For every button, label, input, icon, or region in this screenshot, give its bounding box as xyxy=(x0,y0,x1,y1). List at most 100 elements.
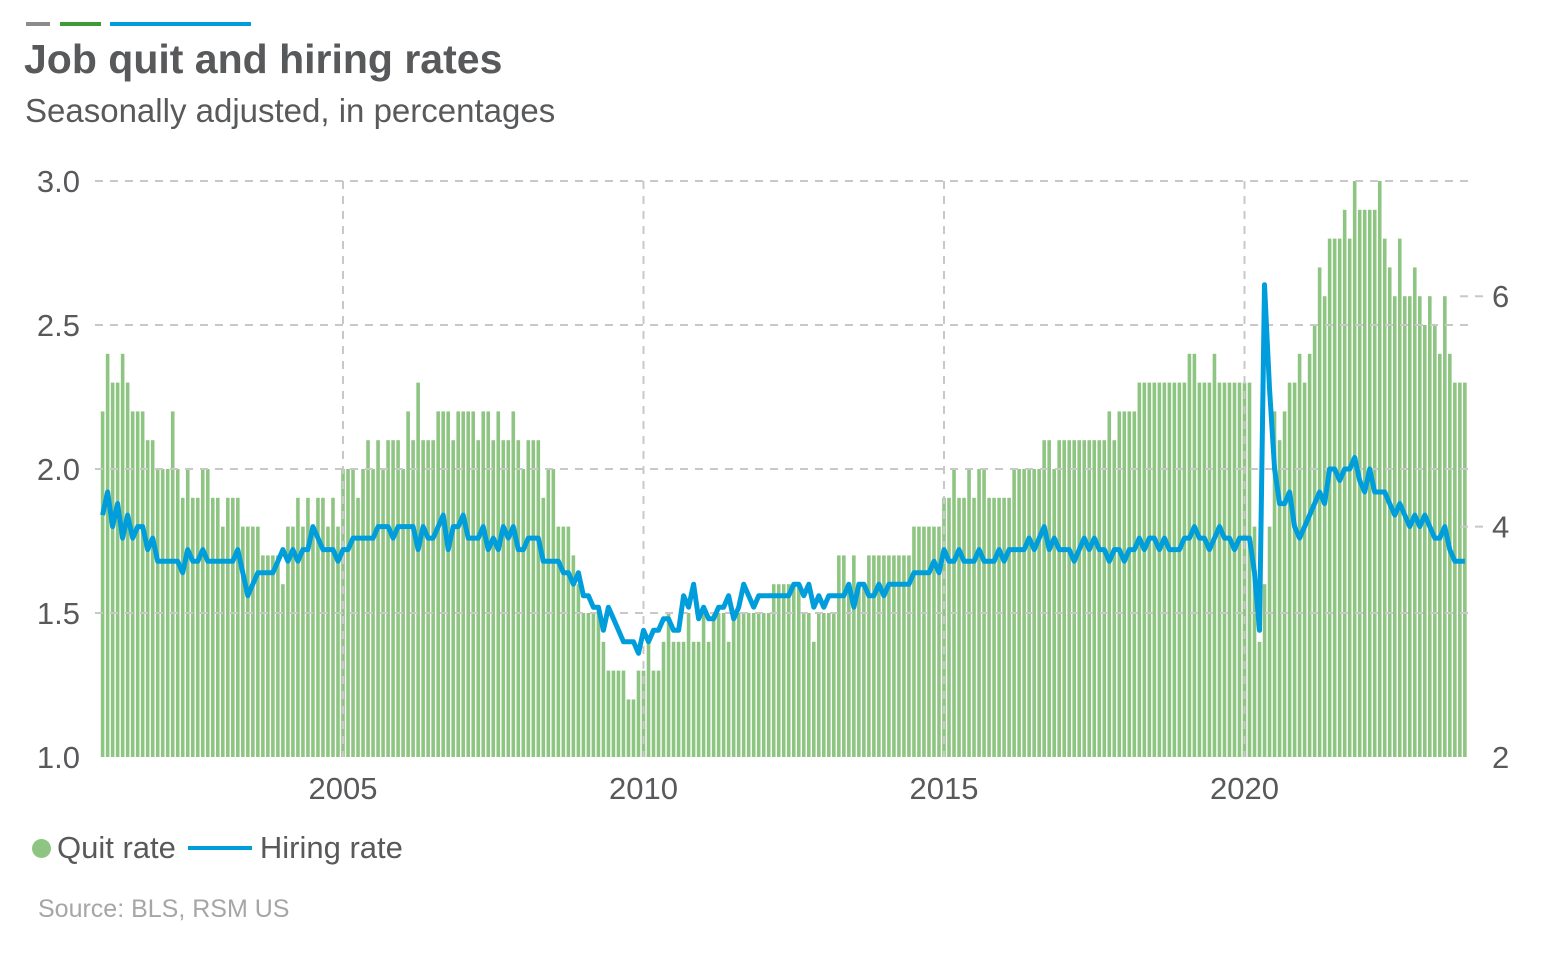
quit-rate-bar xyxy=(1102,440,1107,757)
quit-rate-bar xyxy=(922,526,926,757)
quit-rate-bar xyxy=(681,641,686,757)
legend-quit-marker xyxy=(32,838,51,858)
quit-rate-bar xyxy=(1192,353,1197,757)
quit-rate-bar xyxy=(1032,469,1036,757)
quit-rate-bar xyxy=(371,469,375,757)
quit-rate-bar xyxy=(1247,382,1252,757)
quit-rate-bar xyxy=(892,555,896,757)
quit-rate-bar xyxy=(180,497,185,757)
quit-rate-bar xyxy=(796,584,801,757)
quit-rate-bar xyxy=(616,670,621,757)
quit-rate-bar xyxy=(791,584,796,757)
quit-rate-bar xyxy=(1142,382,1147,757)
quit-rate-bar xyxy=(1177,382,1182,757)
quit-rate-bar xyxy=(1397,238,1402,758)
quit-rate-bar xyxy=(276,555,280,757)
left-axis-tick-label: 1.0 xyxy=(37,740,80,775)
quit-rate-bar xyxy=(816,613,821,757)
quit-rate-bar xyxy=(1282,411,1287,757)
source-note: Source: BLS, RSM US xyxy=(38,895,290,923)
axis-ticks: 1.0 1.5 2.0 2.5 3.0 2 4 6 2005 2010 2015 2020 xyxy=(37,164,1509,806)
quit-rate-bar xyxy=(1172,382,1177,757)
quit-rate-bar xyxy=(736,613,741,757)
quit-rate-bar xyxy=(611,670,616,757)
quit-rate-bar xyxy=(671,641,676,757)
quit-rate-bar xyxy=(566,526,571,757)
quit-rate-bar xyxy=(471,411,476,757)
accent-bar-gray xyxy=(26,22,50,26)
quit-rate-bar xyxy=(1157,382,1162,757)
quit-rate-bar xyxy=(496,411,501,757)
quit-rate-bar xyxy=(746,613,751,757)
quit-rate-bar xyxy=(716,613,721,757)
quit-rate-bar xyxy=(1202,382,1207,757)
quit-rate-bar xyxy=(531,440,536,757)
quit-rate-bar xyxy=(1227,382,1232,757)
quit-rate-bar xyxy=(170,411,175,757)
quit-rate-bar xyxy=(596,613,601,757)
quit-rate-bar xyxy=(872,555,876,757)
quit-rate-bar xyxy=(1017,469,1021,757)
quit-rate-bar xyxy=(426,440,430,757)
right-axis-tick-label: 4 xyxy=(1492,510,1509,545)
quit-rate-bar xyxy=(506,440,511,757)
quit-rate-bar xyxy=(261,555,265,757)
quit-rate-bar xyxy=(636,670,641,757)
quit-rate-bar xyxy=(526,440,531,757)
quit-rate-bar xyxy=(962,497,966,757)
quit-rate-bar xyxy=(1047,440,1051,757)
quit-rate-bar xyxy=(822,613,826,757)
quit-rate-bar xyxy=(937,526,941,757)
quit-rate-bar xyxy=(711,613,716,757)
accent-bar-green xyxy=(60,22,101,26)
quit-rate-bar xyxy=(120,353,125,757)
quit-rate-bar xyxy=(246,526,250,757)
quit-rate-bar xyxy=(832,613,836,757)
quit-rate-bar xyxy=(1292,382,1297,757)
quit-rate-bar xyxy=(957,497,961,757)
quit-rate-bar xyxy=(701,613,706,757)
quit-rate-bar xyxy=(781,584,786,757)
quit-rate-bar xyxy=(326,526,330,757)
quit-rate-bar xyxy=(190,497,195,757)
quit-rate-bar xyxy=(751,613,756,757)
quit-rate-bar xyxy=(581,613,586,757)
left-axis-tick-label: 2.0 xyxy=(37,452,80,487)
quit-rate-bar xyxy=(1207,382,1212,757)
quit-rate-bar xyxy=(1232,382,1237,757)
quit-rate-bar xyxy=(311,526,315,757)
quit-rate-bar xyxy=(997,497,1001,757)
quit-rate-bar xyxy=(1197,382,1202,757)
quit-rate-bar xyxy=(942,497,946,757)
quit-rate-bar xyxy=(912,526,916,757)
quit-rate-bar xyxy=(1412,267,1417,757)
quit-rate-bar xyxy=(1237,382,1242,757)
quit-rate-bar xyxy=(741,613,746,757)
quit-rate-bar xyxy=(571,555,576,757)
quit-rate-bar xyxy=(646,641,651,757)
quit-rate-bar xyxy=(1117,411,1122,757)
quit-rate-bar xyxy=(386,440,390,757)
quit-rate-bar xyxy=(651,670,656,757)
quit-rate-bar xyxy=(902,555,906,757)
quit-rate-bar xyxy=(827,613,831,757)
legend-quit-label: Quit rate xyxy=(57,830,176,865)
quit-rate-bar xyxy=(226,497,230,757)
quit-rate-bar xyxy=(691,641,696,757)
x-axis-tick-label: 2005 xyxy=(309,771,378,806)
quit-rate-bar xyxy=(421,440,425,757)
quit-rate-bar xyxy=(296,497,300,757)
quit-rate-bar xyxy=(1453,382,1457,757)
quit-rate-bar xyxy=(1137,382,1142,757)
left-axis-tick-label: 2.5 xyxy=(37,308,80,343)
quit-rate-bar xyxy=(125,382,130,757)
quit-rate-bar xyxy=(686,613,691,757)
quit-rate-bar xyxy=(140,411,145,757)
quit-rate-bar xyxy=(401,469,405,757)
left-axis-tick-label: 3.0 xyxy=(37,164,80,199)
quit-rate-bar xyxy=(591,613,596,757)
quit-rate-bar xyxy=(411,440,415,757)
quit-rate-bar xyxy=(1337,238,1342,758)
quit-rate-bar xyxy=(451,440,455,757)
quit-rate-bar xyxy=(621,670,626,757)
